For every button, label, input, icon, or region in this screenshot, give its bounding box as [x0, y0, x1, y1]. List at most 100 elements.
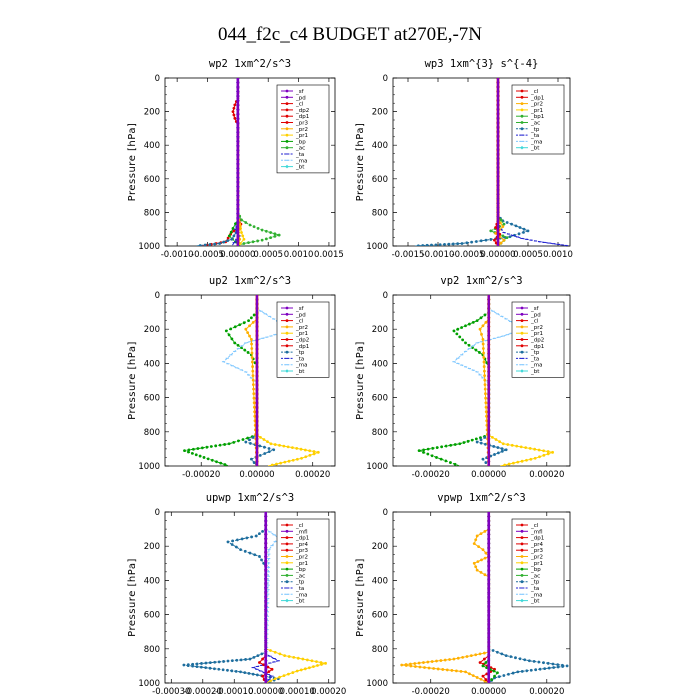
series-marker-bp [285, 567, 289, 571]
y-tick-label: 800 [372, 208, 388, 218]
series-marker-tp [510, 222, 513, 226]
series-marker-tp [496, 446, 500, 449]
series-marker-pr2 [250, 356, 254, 359]
series-marker-cl [262, 663, 266, 667]
series-marker-bp [242, 321, 246, 325]
series-marker-pr1 [295, 669, 299, 673]
series-marker-bp [238, 323, 242, 327]
series-marker-tp [208, 243, 212, 246]
series-marker-pr1 [316, 664, 319, 667]
series-marker-tp [226, 239, 230, 243]
series-marker-bt [520, 369, 524, 373]
series-marker-pr2 [478, 652, 482, 656]
legend-entry-pr3: _pr3 [295, 121, 309, 127]
legend-entry-mfl: _mfl [295, 529, 308, 535]
legend-entry-pr4: _pr4 [295, 542, 309, 548]
series-marker-tp [254, 534, 258, 538]
legend-entry-ma: _ma [530, 139, 542, 145]
legend: _sf_pd_cl_pr2_pr1_dp2_dp1_tp_ta_ma_bt [276, 301, 330, 378]
series-marker-cl [233, 116, 237, 120]
series-marker-tp [253, 553, 257, 557]
x-tick-label: 0.0005 [253, 250, 283, 260]
series-marker-bp [200, 446, 204, 450]
series-marker-tp [230, 237, 234, 241]
legend-entry-cl: _cl [530, 89, 539, 95]
series-marker-pr1 [528, 447, 532, 450]
series-marker-pr2 [468, 672, 471, 676]
series-line-ac [237, 78, 281, 246]
y-tick-label: 0 [383, 74, 388, 84]
y-tick-label: 1000 [366, 679, 388, 689]
series-marker-pr1 [312, 450, 316, 453]
series-marker-bp [431, 446, 435, 450]
series-marker-pr1 [273, 677, 277, 681]
series-group [195, 78, 281, 246]
series-marker-pd [520, 312, 524, 316]
series-marker-pr1 [300, 456, 303, 460]
series-marker-tp [239, 658, 243, 662]
series-marker-pr2 [474, 653, 478, 657]
series-marker-pr2 [484, 396, 488, 400]
series-marker-tp [551, 662, 555, 666]
series-marker-pr1 [296, 656, 300, 660]
series-marker-tp [262, 561, 266, 565]
series-marker-pr1 [295, 447, 299, 450]
series-marker-tp [491, 649, 495, 652]
series-marker-dp2 [285, 338, 289, 341]
series-marker-pr2 [252, 401, 256, 405]
series-marker-bp [470, 438, 474, 442]
series-marker-tp [484, 238, 488, 242]
legend-entry-ac: _ac [295, 573, 305, 579]
series-marker-bp [426, 452, 430, 456]
series-marker-pr2 [251, 320, 255, 324]
series-marker-pr2 [418, 665, 422, 669]
legend-entry-ta: _ta [530, 586, 539, 592]
series-marker-pr1 [273, 650, 277, 654]
series-marker-bt [520, 598, 524, 603]
y-tick-label: 400 [372, 576, 388, 586]
series-marker-pr2 [484, 392, 487, 396]
series-marker-bp [484, 661, 488, 664]
series-marker-bt [285, 369, 289, 373]
series-marker-pr2 [499, 241, 503, 245]
x-tick-label: 0.00000 [248, 687, 283, 697]
x-tick-label: -0.0005 [191, 250, 224, 260]
series-marker-pr2 [409, 664, 413, 668]
series-marker-pr1 [533, 447, 537, 451]
legend-entry-pr1: _pr1 [530, 108, 543, 114]
series-marker-pr1 [282, 674, 286, 678]
series-marker-pr1 [275, 462, 278, 466]
legend-entry-pr1: _pr1 [295, 331, 308, 337]
series-marker-pr1 [292, 655, 296, 659]
series-marker-ac [499, 218, 503, 222]
x-tick-label: -0.0005 [452, 250, 485, 260]
series-marker-pr1 [287, 672, 290, 676]
legend: _cl_dp1_pr2_pr1_bp1_ac_tp_ta_ma_bt [511, 84, 565, 155]
series-marker-pr1 [316, 450, 320, 454]
series-marker-pr2 [472, 561, 476, 565]
chart-panel-4: vp2 1xm^2/s^3 Pressure [hPa] 0 200 400 600 800… [355, 275, 571, 480]
series-marker-cl [520, 523, 524, 527]
series-marker-pr2 [461, 655, 465, 659]
series-marker-bp [227, 442, 231, 446]
series-group [182, 512, 327, 683]
legend-entry-bp1: _bp1 [530, 114, 544, 120]
legend-entry-pr1: _pr1 [530, 561, 543, 567]
series-marker-tp [240, 537, 244, 541]
series-marker-pr2 [465, 655, 469, 658]
series-marker-pr1 [538, 455, 541, 459]
series-marker-pr1 [270, 463, 274, 466]
series-marker-pr1 [542, 453, 546, 457]
series-marker-ac [251, 240, 255, 244]
series-marker-tp [465, 241, 469, 245]
series-marker-tp [479, 438, 483, 442]
series-marker-pr1 [307, 666, 311, 670]
series-marker-pr2 [481, 548, 485, 552]
panel-title: wp2 1xm^2/s^3 [209, 58, 291, 70]
series-marker-pr2 [238, 224, 242, 228]
series-marker-pr1 [498, 440, 502, 444]
series-marker-bp [483, 313, 487, 317]
legend-entry-dp1: _dp1 [295, 344, 309, 350]
series-marker-pr2 [481, 347, 485, 350]
series-marker-ac [502, 222, 506, 226]
